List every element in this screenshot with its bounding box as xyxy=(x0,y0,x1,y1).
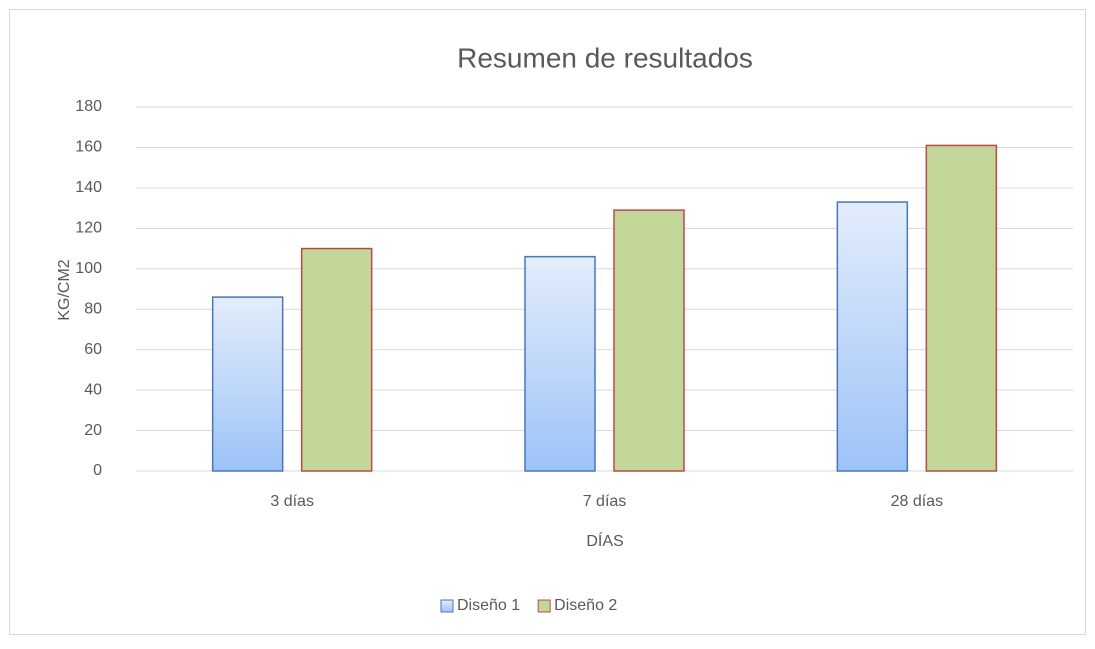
y-tick-label: 80 xyxy=(84,300,102,317)
x-axis-label: DÍAS xyxy=(586,531,623,550)
bar xyxy=(211,296,284,472)
y-tick-label: 160 xyxy=(75,139,102,156)
bar xyxy=(613,209,685,472)
legend-label: Diseño 2 xyxy=(554,597,617,614)
y-tick-label: 140 xyxy=(75,179,102,196)
legend-swatch xyxy=(440,599,454,613)
y-tick-label: 180 xyxy=(75,98,102,115)
y-axis-label: KG/CM2 xyxy=(56,259,73,320)
bar xyxy=(524,255,596,472)
y-tick-label: 100 xyxy=(75,260,102,277)
x-tick-label: 28 días xyxy=(891,493,943,510)
y-tick-label: 0 xyxy=(93,462,102,479)
bar xyxy=(925,144,998,472)
y-tick-label: 60 xyxy=(84,341,102,358)
bar xyxy=(836,201,909,472)
bar xyxy=(300,247,373,472)
y-tick-label: 120 xyxy=(75,220,102,237)
y-tick-label: 40 xyxy=(84,381,102,398)
y-tick-label: 20 xyxy=(84,422,102,439)
legend-label: Diseño 1 xyxy=(457,597,520,614)
x-tick-label: 7 días xyxy=(583,493,627,510)
legend-swatch xyxy=(537,599,551,613)
x-tick-label: 3 días xyxy=(270,493,314,510)
chart-title: Resumen de resultados xyxy=(457,42,753,73)
